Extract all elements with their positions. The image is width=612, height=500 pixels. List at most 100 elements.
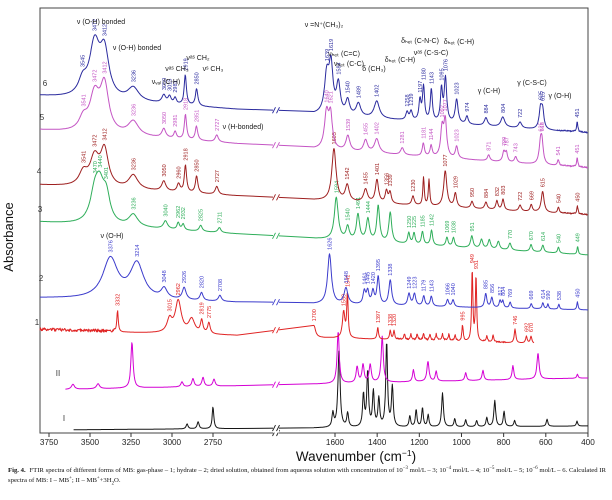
band-assignment: νᵥₐₗ (C-H) <box>152 79 181 86</box>
band-assignment: ν (O-H) <box>101 233 124 240</box>
peak-label: 3541 <box>81 151 87 163</box>
peak-label: 1584 <box>336 62 342 74</box>
curve-break <box>276 141 280 149</box>
caption-fragment: mol/L – 4; 10 <box>451 467 490 474</box>
peak-label: 670 <box>529 231 535 240</box>
spectrum-path-II <box>65 332 589 390</box>
peak-label: 1640 <box>325 90 331 102</box>
peak-label: 449 <box>576 233 582 242</box>
peak-label: 2851 <box>194 110 200 122</box>
peak-label: 3472 <box>93 70 99 82</box>
x-tick-label: 2750 <box>204 438 223 447</box>
caption-fragment: −4 <box>446 465 452 471</box>
peak-label: 1626 <box>328 238 334 250</box>
x-tick-label: 600 <box>539 438 553 447</box>
peak-label: 1029 <box>453 176 459 188</box>
curve-break <box>276 232 280 239</box>
curve-number-1: 1 <box>35 318 40 327</box>
caption-fragment: −5 <box>489 465 495 471</box>
peak-label: 1455 <box>364 172 370 184</box>
peak-label: 3472 <box>93 19 99 31</box>
peak-label: 3332 <box>116 294 122 306</box>
peak-label: 450 <box>575 289 581 298</box>
peak-label: 3412 <box>102 24 108 36</box>
curve-break <box>272 299 276 306</box>
peak-label: 1540 <box>346 81 352 93</box>
curve-break <box>273 380 279 390</box>
peak-label: 3048 <box>162 270 168 282</box>
peak-label: 950 <box>470 188 476 197</box>
caption-fragment: + <box>69 475 72 481</box>
spectrum-curve-I: I <box>63 343 588 433</box>
spectrum-path-4 <box>40 143 589 216</box>
peak-label: 1539 <box>346 119 352 131</box>
curve-number-3: 3 <box>38 205 43 214</box>
peak-label: 3236 <box>131 70 137 82</box>
curve-break <box>273 231 279 241</box>
peak-label: 722 <box>518 192 524 201</box>
x-axis: 3750 3500 3250 3000 2750 1600 1400 1200 1000 800 6… <box>40 433 595 447</box>
peak-label: 1179 <box>422 280 428 292</box>
curve-break <box>273 105 279 115</box>
peak-label: 1038 <box>451 221 457 233</box>
peak-label: 2727 <box>215 170 221 182</box>
curve-break <box>273 423 279 433</box>
peak-label: 2932 <box>181 207 187 219</box>
spectrum-path-3 <box>39 170 588 256</box>
band-assignment: ν =N⁺(CH₃)₂ <box>305 22 344 29</box>
peak-label: 856 <box>490 284 496 293</box>
curve-break <box>272 194 276 201</box>
peak-label: 995 <box>461 311 467 320</box>
peak-label: 669 <box>529 290 535 299</box>
caption-fragment: −3 <box>402 465 408 471</box>
peak-label: 2926 <box>182 271 188 283</box>
peak-label: 1639 <box>325 49 331 61</box>
x-tick-label: 800 <box>497 438 511 447</box>
x-tick-label: 3250 <box>122 438 141 447</box>
plot-frame <box>39 7 589 434</box>
peak-label: 1250 <box>407 216 413 228</box>
peak-label: 669 <box>529 191 535 200</box>
peak-label: 1444 <box>366 201 372 213</box>
peak-label: 1356 <box>384 173 390 185</box>
peak-label: 1489 <box>356 86 362 98</box>
peak-label: 1095 <box>439 68 445 80</box>
peak-label: 2819 <box>200 302 206 314</box>
curve-break <box>273 297 279 307</box>
band-assignment: ν (H-bonded) <box>223 124 264 131</box>
peak-label: 1069 <box>445 221 451 233</box>
peak-label: 1197 <box>418 81 424 93</box>
peak-label: 615 <box>541 92 547 101</box>
peak-label: 1395 <box>376 259 382 271</box>
peak-label: 1621 <box>329 91 335 103</box>
x-tick-label: 3750 <box>40 438 59 447</box>
band-assignment: γ (C-S-C) <box>517 80 547 87</box>
peak-label: 2850 <box>195 72 201 84</box>
peak-label: 1540 <box>346 208 352 220</box>
peak-label: 803 <box>501 186 507 195</box>
peak-label: 3470 <box>93 161 99 173</box>
peak-label: 1185 <box>420 215 426 227</box>
peak-label: 1338 <box>388 263 394 275</box>
spectrum-curve-II: II <box>56 332 589 390</box>
peak-label: 804 <box>501 104 507 113</box>
peak-label: 2918 <box>183 98 189 110</box>
band-assignment: νᵃˢ CH₂ <box>186 55 210 62</box>
peak-label: 804 <box>501 287 507 296</box>
curve-break <box>273 325 279 335</box>
band-assignment: νₕₑₜ (C-C) <box>334 61 364 68</box>
band-assignment: γ (O-H) <box>549 93 572 100</box>
y-axis-label: Absorbance <box>1 202 16 271</box>
peak-label: 2820 <box>200 276 206 288</box>
peak-label: 1258 <box>405 94 411 106</box>
peak-label: 3050 <box>162 112 168 124</box>
caption-fragment: 2 <box>111 481 114 487</box>
peak-label: 541 <box>556 146 562 155</box>
peak-label: 2711 <box>217 212 223 224</box>
peak-label: 450 <box>575 192 581 201</box>
peak-label: 3472 <box>93 135 99 147</box>
caption-fragment: O. <box>113 477 121 485</box>
band-assignment: δ (CH₃) <box>362 66 385 73</box>
peak-label: 3236 <box>131 158 137 170</box>
peak-label: 2960 <box>177 166 183 178</box>
